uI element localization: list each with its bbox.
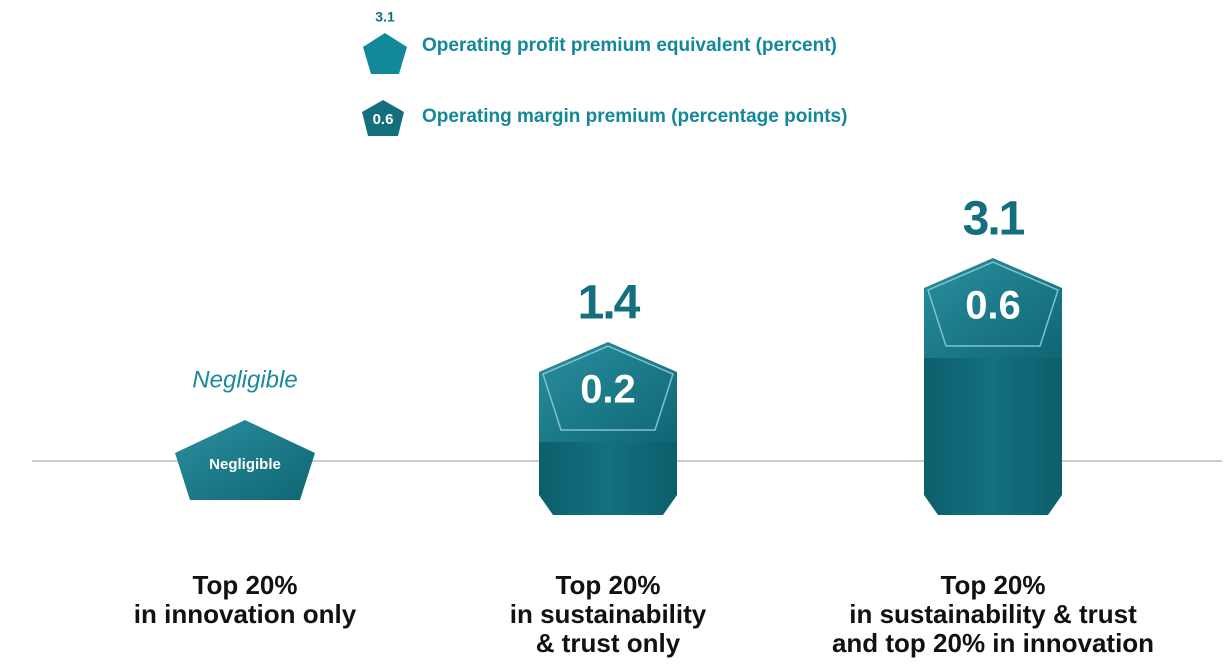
margin-badge bbox=[924, 258, 1062, 359]
category-label: in innovation only bbox=[134, 599, 357, 629]
legend-sample: 3.1 bbox=[375, 9, 395, 25]
category-label: Top 20% bbox=[556, 570, 661, 600]
legend-label: Operating margin premium (percentage poi… bbox=[422, 106, 847, 127]
category-label: in sustainability bbox=[510, 599, 707, 629]
category-label: & trust only bbox=[536, 628, 681, 658]
column-body bbox=[924, 358, 1062, 515]
value-label: 1.4 bbox=[578, 277, 641, 330]
category-label: in sustainability & trust bbox=[849, 599, 1137, 629]
value-label: 0.2 bbox=[580, 368, 636, 412]
value-label: Negligible bbox=[209, 456, 281, 473]
category-label: Top 20% bbox=[941, 570, 1046, 600]
value-label: 0.6 bbox=[965, 284, 1021, 328]
value-label: Negligible bbox=[192, 366, 297, 393]
legend-icon bbox=[362, 100, 404, 136]
legend-label: Operating profit premium equivalent (per… bbox=[422, 35, 837, 56]
value-label: 3.1 bbox=[963, 193, 1025, 246]
legend-sample: 0.6 bbox=[373, 111, 394, 128]
badge-highlight bbox=[542, 345, 674, 431]
negligible-badge bbox=[175, 420, 315, 500]
category-label: and top 20% in innovation bbox=[832, 628, 1154, 658]
legend-icon bbox=[363, 33, 407, 74]
badge-highlight bbox=[927, 261, 1059, 347]
column-body bbox=[539, 442, 677, 515]
margin-badge bbox=[539, 342, 677, 443]
category-label: Top 20% bbox=[193, 570, 298, 600]
